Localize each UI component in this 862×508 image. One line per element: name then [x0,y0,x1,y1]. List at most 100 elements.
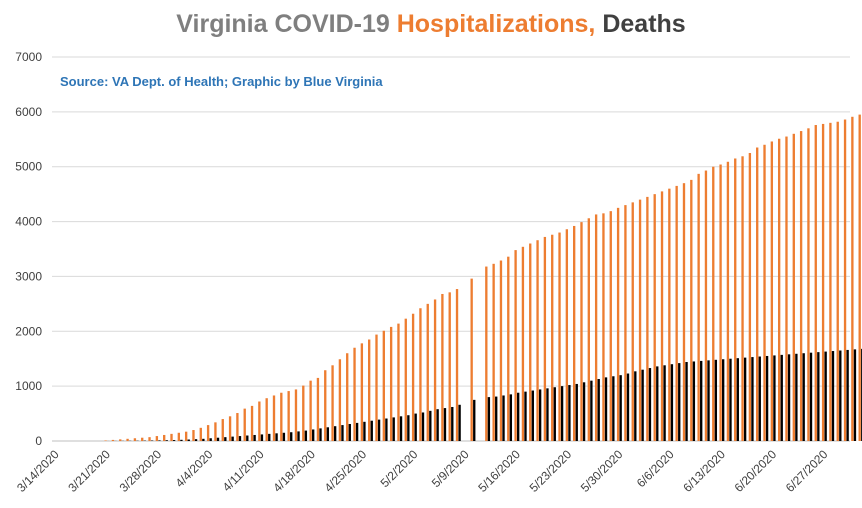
deaths-bar [824,351,827,441]
deaths-bar [312,429,315,441]
hospitalizations-bar [792,133,795,442]
deaths-bar [714,359,718,441]
hospitalizations-bar [565,229,569,441]
y-tick-label: 7000 [15,50,42,64]
hospitalizations-bar [360,343,364,441]
deaths-bar [678,363,681,441]
hospitalizations-bar [214,422,217,441]
hospitalizations-bar [448,292,451,441]
deaths-bar [604,377,608,441]
hospitalizations-bar [814,125,817,442]
deaths-bar [743,357,747,441]
deaths-bar [363,421,366,441]
hospitalizations-bar [829,122,832,441]
deaths-bar [297,431,300,441]
deaths-bar [304,430,308,441]
hospitalizations-bar [609,211,612,441]
hospitalizations-bar [192,430,195,441]
deaths-bar [553,387,556,441]
deaths-bar [158,440,161,441]
hospitalizations-bar [521,246,525,441]
hospitalizations-bar [741,156,744,442]
deaths-bar [780,354,783,441]
hospitalizations-bar [624,205,627,441]
hospitalizations-bar [397,323,400,441]
deaths-bar [414,413,417,441]
hospitalizations-bar [682,183,686,442]
deaths-bar [224,437,227,441]
y-tick-label: 2000 [15,324,42,338]
deaths-bar [451,406,454,441]
x-tick-label: 5/30/2020 [578,447,626,495]
x-tick-label: 4/18/2020 [270,447,318,495]
hospitalizations-bar [697,173,700,441]
hospitalizations-bar [133,438,137,441]
hospitalizations-bar [573,225,576,441]
deaths-bar [751,357,754,441]
hospitalizations-bar [712,166,715,441]
hospitalizations-bar [441,293,444,441]
deaths-bar [370,420,373,441]
x-tick-label: 4/4/2020 [173,447,216,490]
title-part-hospitalizations: Hospitalizations, [396,10,603,38]
deaths-bar [758,356,761,441]
deaths-bar [355,422,359,441]
hospitalizations-bar [499,260,503,441]
hospitalizations-bar [807,128,810,441]
hospitalizations-bar [368,339,371,441]
deaths-bar [495,396,498,441]
hospitalizations-bar [587,218,590,441]
deaths-bar [538,389,542,441]
hospitalizations-bar [111,439,115,441]
deaths-bar [663,365,666,441]
hospitalizations-bar [470,278,473,441]
deaths-bar [590,380,593,441]
hospitalizations-bar [353,347,356,441]
deaths-bar [407,415,410,441]
y-tick-label: 0 [35,434,42,448]
deaths-bar [253,434,256,441]
deaths-bar [582,382,586,441]
deaths-bar [238,436,242,441]
deaths-bar [612,376,615,441]
hospitalizations-bar [821,123,825,442]
deaths-bar [817,352,820,441]
hospitalizations-bar [177,432,180,441]
deaths-bar [531,390,534,441]
deaths-bar [648,368,652,441]
deaths-bar [436,409,439,441]
hospitalizations-bar [404,318,407,441]
y-tick-label: 4000 [15,215,42,229]
hospitalizations-bar [799,131,803,441]
deaths-bar [429,410,432,441]
x-tick-label: 5/23/2020 [527,447,575,495]
deaths-bar [802,353,805,441]
hospitalizations-bar [426,303,429,441]
hospitalizations-bar [763,144,766,441]
x-tick-label: 6/27/2020 [783,447,831,495]
hospitalizations-bar [543,236,547,441]
x-tick-label: 6/6/2020 [634,447,677,490]
hospitalizations-bar [748,153,752,441]
deaths-bar [839,350,842,441]
x-tick-label: 4/25/2020 [322,447,370,495]
hospitalizations-bar [843,119,847,441]
deaths-bar [473,399,476,441]
x-tick-label: 5/2/2020 [378,447,421,490]
hospitalizations-bar [411,313,415,441]
deaths-bar [341,425,344,441]
deaths-bar [692,361,696,441]
deaths-bar [809,352,813,441]
deaths-bar [202,438,205,441]
hospitalizations-bar [551,234,554,441]
hospitalizations-bar [206,425,210,441]
deaths-bar [458,404,461,441]
hospitalizations-bar [514,250,517,441]
deaths-bar [268,433,271,441]
hospitalizations-bar [338,359,342,441]
deaths-bar [260,434,264,441]
deaths-bar [399,416,403,441]
deaths-bar [421,412,425,441]
deaths-bar [333,426,337,441]
